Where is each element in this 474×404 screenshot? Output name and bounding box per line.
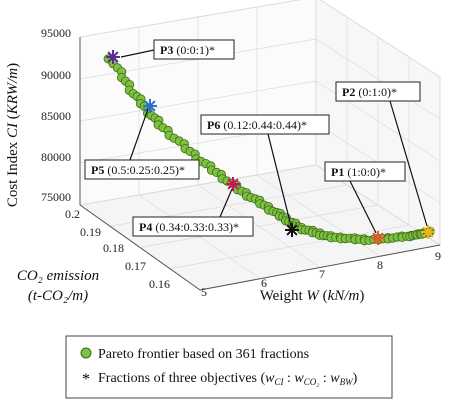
annotation-P1: P1 (1:0:0)* <box>324 161 406 234</box>
y-tick-label: 0.2 <box>65 207 80 221</box>
y-tick-label: 0.19 <box>80 225 101 239</box>
annotation-P6: P6 (0.12:0.44:0.44)* <box>200 114 330 227</box>
svg-text:P3 (0:0:1)*: P3 (0:0:1)* <box>160 43 215 57</box>
z-tick-label: 80000 <box>41 150 71 164</box>
z-tick-label: 75000 <box>41 190 71 204</box>
pareto-points <box>103 54 435 246</box>
legend-asterisk-marker: * <box>82 371 90 388</box>
legend: Pareto frontier based on 361 fractions *… <box>65 335 393 399</box>
annotations: P3 (0:0:1)* P5 (0.5:0.25:0.25)* P4 (0.34… <box>84 39 428 237</box>
marker-P5 <box>143 99 157 113</box>
svg-text:P4 (0.34:0.33:0.33)*: P4 (0.34:0.33:0.33)* <box>139 220 239 234</box>
svg-text:P2 (0:1:0)*: P2 (0:1:0)* <box>342 85 397 99</box>
x-axis-line <box>199 244 441 291</box>
z-tick-labels: 95000 90000 85000 80000 75000 <box>41 26 71 204</box>
grid-line <box>139 204 379 248</box>
marker-P6 <box>285 223 299 237</box>
z-tick-label: 85000 <box>41 109 71 123</box>
grid-line <box>169 224 410 270</box>
marker-P3 <box>106 50 120 64</box>
x-tick-label: 5 <box>201 285 207 299</box>
legend-item-fractions: Fractions of three objectives (wCI : wCO… <box>98 371 358 387</box>
svg-text:P6 (0.12:0.44:0.44)*: P6 (0.12:0.44:0.44)* <box>207 118 307 132</box>
y-axis-line <box>79 204 201 291</box>
x-tick-label: 8 <box>377 258 383 272</box>
annotation-P3: P3 (0:0:1)* <box>120 39 235 60</box>
y-axis-label-line1: CO₂ emission <box>17 268 99 284</box>
z-tick-label: 90000 <box>41 68 71 82</box>
marker-P4 <box>226 177 240 191</box>
y-tick-label: 0.16 <box>149 277 170 291</box>
svg-text:P1 (1:0:0)*: P1 (1:0:0)* <box>331 165 386 179</box>
y-axis-label-line2: (t-CO₂/m) <box>28 288 88 304</box>
y-tick-label: 0.17 <box>125 259 146 273</box>
y-tick-labels: 0.2 0.19 0.18 0.17 0.16 <box>65 207 170 291</box>
fraction-markers <box>106 50 435 245</box>
marker-P1 <box>371 231 385 245</box>
x-tick-label: 6 <box>261 276 267 290</box>
legend-circle-marker <box>80 347 92 359</box>
axis-panes <box>78 0 442 291</box>
x-tick-label: 9 <box>435 249 441 263</box>
x-tick-labels: 5 6 7 8 9 <box>201 249 441 299</box>
legend-item-pareto: Pareto frontier based on 361 fractions <box>98 347 309 362</box>
annotation-P5: P5 (0.5:0.25:0.25)* <box>84 108 200 180</box>
z-axis-label: Cost Index CI (KRW/m) <box>5 63 21 207</box>
annotation-P2: P2 (0:1:0)* <box>335 81 428 227</box>
marker-P2 <box>421 225 435 239</box>
y-tick-label: 0.18 <box>103 241 124 255</box>
z-tick-label: 95000 <box>41 26 71 40</box>
svg-text:P5 (0.5:0.25:0.25)*: P5 (0.5:0.25:0.25)* <box>91 163 185 177</box>
x-tick-label: 7 <box>319 267 325 281</box>
annotation-P4: P4 (0.34:0.33:0.33)* <box>132 188 254 237</box>
x-axis-label: Weight W (kN/m) <box>260 288 365 304</box>
